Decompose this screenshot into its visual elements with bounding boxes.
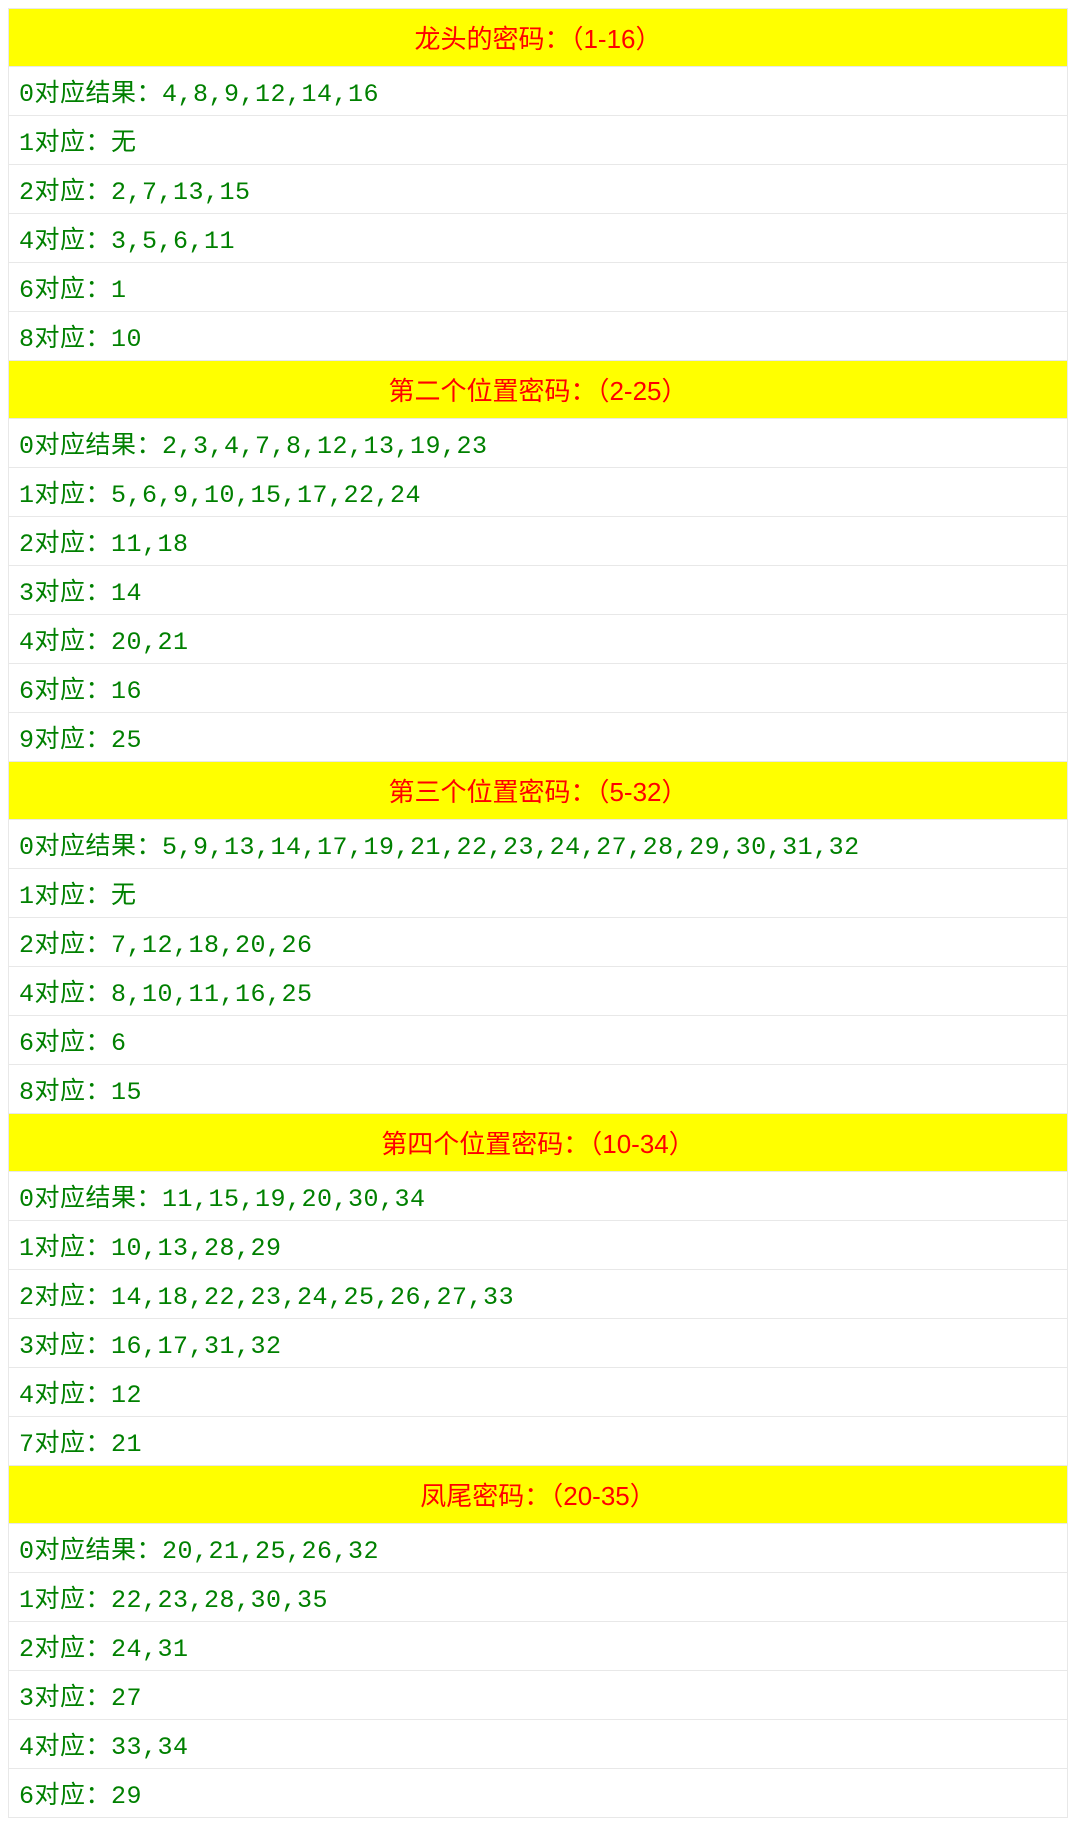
data-row: 3对应：16,17,31,32 bbox=[8, 1319, 1068, 1368]
section-header: 凤尾密码：（20-35） bbox=[8, 1466, 1068, 1524]
data-row: 1对应：5,6,9,10,15,17,22,24 bbox=[8, 468, 1068, 517]
data-row: 1对应：无 bbox=[8, 116, 1068, 165]
data-row: 4对应：8,10,11,16,25 bbox=[8, 967, 1068, 1016]
data-row: 0对应结果：5,9,13,14,17,19,21,22,23,24,27,28,… bbox=[8, 820, 1068, 869]
data-row: 2对应：11,18 bbox=[8, 517, 1068, 566]
data-row: 8对应：10 bbox=[8, 312, 1068, 361]
data-row: 4对应：20,21 bbox=[8, 615, 1068, 664]
data-row: 1对应：22,23,28,30,35 bbox=[8, 1573, 1068, 1622]
data-row: 0对应结果：4,8,9,12,14,16 bbox=[8, 67, 1068, 116]
data-row: 3对应：14 bbox=[8, 566, 1068, 615]
section-header: 第二个位置密码：（2-25） bbox=[8, 361, 1068, 419]
section-header: 龙头的密码：（1-16） bbox=[8, 8, 1068, 67]
data-row: 1对应：无 bbox=[8, 869, 1068, 918]
data-row: 2对应：14,18,22,23,24,25,26,27,33 bbox=[8, 1270, 1068, 1319]
section-header: 第四个位置密码：（10-34） bbox=[8, 1114, 1068, 1172]
data-row: 1对应：10,13,28,29 bbox=[8, 1221, 1068, 1270]
data-row: 6对应：16 bbox=[8, 664, 1068, 713]
data-row: 7对应：21 bbox=[8, 1417, 1068, 1466]
data-row: 8对应：15 bbox=[8, 1065, 1068, 1114]
data-row: 0对应结果：11,15,19,20,30,34 bbox=[8, 1172, 1068, 1221]
data-row: 4对应：12 bbox=[8, 1368, 1068, 1417]
data-row: 9对应：25 bbox=[8, 713, 1068, 762]
data-row: 6对应：29 bbox=[8, 1769, 1068, 1818]
data-row: 3对应：27 bbox=[8, 1671, 1068, 1720]
data-row: 2对应：2,7,13,15 bbox=[8, 165, 1068, 214]
data-row: 2对应：24,31 bbox=[8, 1622, 1068, 1671]
data-row: 4对应：33,34 bbox=[8, 1720, 1068, 1769]
data-row: 0对应结果：2,3,4,7,8,12,13,19,23 bbox=[8, 419, 1068, 468]
data-row: 4对应：3,5,6,11 bbox=[8, 214, 1068, 263]
data-row: 0对应结果：20,21,25,26,32 bbox=[8, 1524, 1068, 1573]
data-row: 2对应：7,12,18,20,26 bbox=[8, 918, 1068, 967]
data-row: 6对应：6 bbox=[8, 1016, 1068, 1065]
data-row: 6对应：1 bbox=[8, 263, 1068, 312]
code-table-container: 龙头的密码：（1-16） 0对应结果：4,8,9,12,14,16 1对应：无 … bbox=[0, 0, 1076, 1826]
section-header: 第三个位置密码：（5-32） bbox=[8, 762, 1068, 820]
